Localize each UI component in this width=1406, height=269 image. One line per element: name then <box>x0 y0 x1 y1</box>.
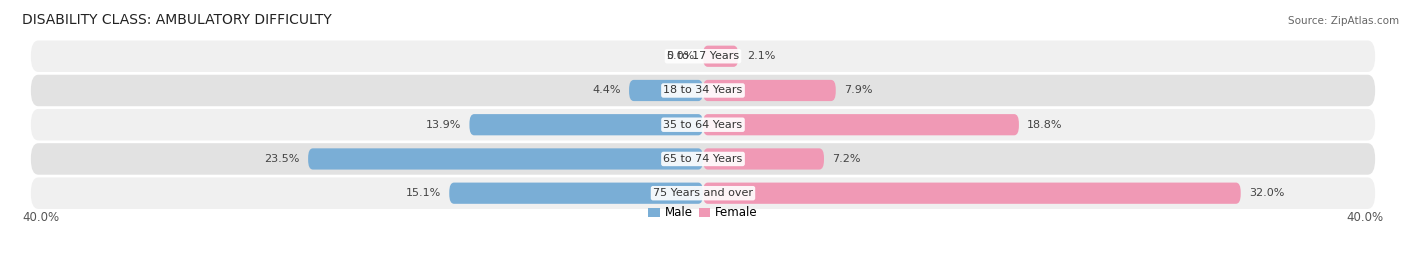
Text: 40.0%: 40.0% <box>1347 211 1384 224</box>
Text: Source: ZipAtlas.com: Source: ZipAtlas.com <box>1288 16 1399 26</box>
Text: 40.0%: 40.0% <box>22 211 59 224</box>
FancyBboxPatch shape <box>450 183 703 204</box>
FancyBboxPatch shape <box>703 114 1019 135</box>
Text: 7.2%: 7.2% <box>832 154 860 164</box>
Legend: Male, Female: Male, Female <box>644 202 762 224</box>
FancyBboxPatch shape <box>31 41 1375 72</box>
FancyBboxPatch shape <box>703 80 835 101</box>
Text: 75 Years and over: 75 Years and over <box>652 188 754 198</box>
Text: 18 to 34 Years: 18 to 34 Years <box>664 86 742 95</box>
Text: DISABILITY CLASS: AMBULATORY DIFFICULTY: DISABILITY CLASS: AMBULATORY DIFFICULTY <box>22 13 332 27</box>
FancyBboxPatch shape <box>703 183 1240 204</box>
Text: 7.9%: 7.9% <box>844 86 873 95</box>
Text: 5 to 17 Years: 5 to 17 Years <box>666 51 740 61</box>
FancyBboxPatch shape <box>308 148 703 169</box>
Text: 35 to 64 Years: 35 to 64 Years <box>664 120 742 130</box>
FancyBboxPatch shape <box>31 178 1375 209</box>
FancyBboxPatch shape <box>703 148 824 169</box>
Text: 13.9%: 13.9% <box>426 120 461 130</box>
Text: 15.1%: 15.1% <box>405 188 441 198</box>
Text: 18.8%: 18.8% <box>1028 120 1063 130</box>
Text: 32.0%: 32.0% <box>1249 188 1285 198</box>
FancyBboxPatch shape <box>628 80 703 101</box>
FancyBboxPatch shape <box>31 109 1375 140</box>
FancyBboxPatch shape <box>31 143 1375 175</box>
FancyBboxPatch shape <box>703 46 738 67</box>
FancyBboxPatch shape <box>470 114 703 135</box>
Text: 0.0%: 0.0% <box>666 51 695 61</box>
Text: 4.4%: 4.4% <box>592 86 620 95</box>
Text: 65 to 74 Years: 65 to 74 Years <box>664 154 742 164</box>
Text: 23.5%: 23.5% <box>264 154 299 164</box>
FancyBboxPatch shape <box>31 75 1375 106</box>
Text: 2.1%: 2.1% <box>747 51 775 61</box>
